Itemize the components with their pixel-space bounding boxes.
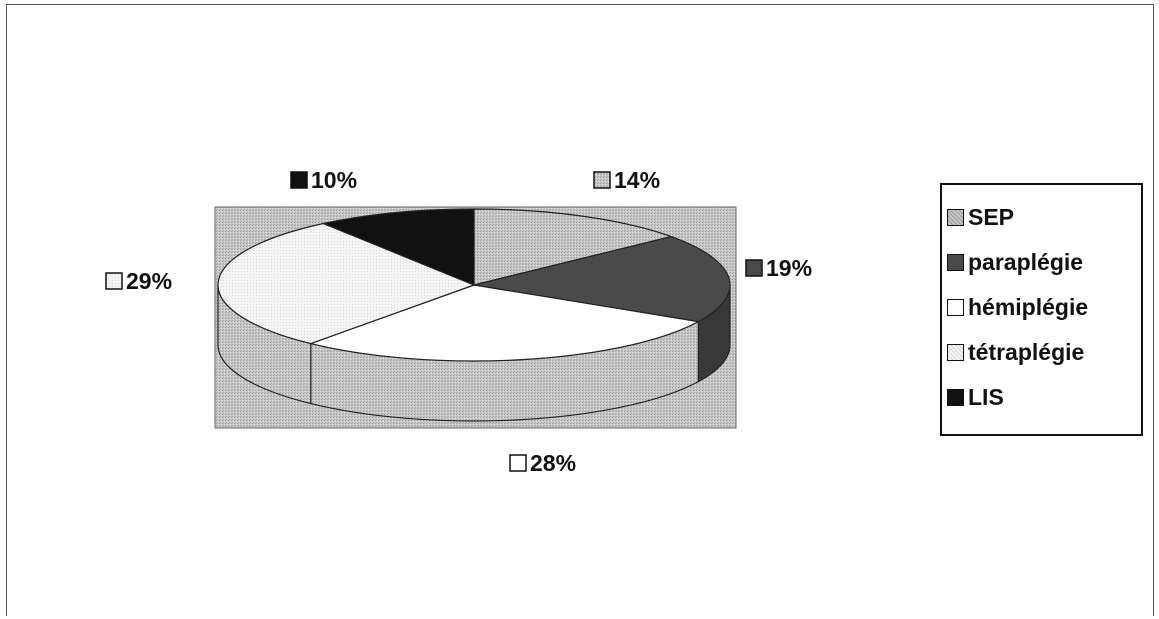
data-label-swatch-hemiplegie — [509, 454, 527, 472]
legend-swatch — [947, 299, 964, 316]
pie-slice-paraplegie — [473, 235, 731, 323]
data-label-lis: 10% — [311, 167, 357, 193]
pie-slice-sep — [473, 208, 674, 286]
legend-label: LIS — [968, 384, 1004, 410]
pie-slice-hemiplegie — [308, 284, 701, 362]
legend-label: paraplégie — [968, 249, 1084, 275]
data-label-tetraplegie: 29% — [126, 268, 172, 294]
legend-item-paraplegie: paraplégie — [942, 240, 1141, 285]
pie-slice-lis — [321, 208, 475, 286]
legend-item-tetraplegie: tétraplégie — [942, 330, 1141, 375]
legend-item-sep: SEP — [942, 195, 1141, 240]
legend-swatch — [947, 209, 964, 226]
data-label-swatch-paraplegie — [745, 259, 763, 277]
legend-label: hémiplégie — [968, 294, 1089, 320]
legend: SEP paraplégie hémiplégie tétraplégie LIS — [940, 183, 1143, 436]
legend-swatch — [947, 344, 964, 361]
data-label-hemiplegie: 28% — [530, 450, 576, 476]
data-label-paraplegie: 19% — [766, 255, 812, 281]
data-label-swatch-sep — [593, 171, 611, 189]
legend-item-hemiplegie: hémiplégie — [942, 285, 1141, 330]
legend-swatch — [947, 254, 964, 271]
data-label-swatch-lis — [290, 171, 308, 189]
data-label-swatch-tetraplegie — [105, 272, 123, 290]
data-label-sep: 14% — [614, 167, 660, 193]
legend-label: SEP — [968, 204, 1015, 230]
legend-label: tétraplégie — [968, 339, 1085, 365]
pie-slice-tetraplegie — [217, 222, 476, 345]
legend-swatch — [947, 389, 964, 406]
legend-item-lis: LIS — [942, 375, 1141, 420]
chart-frame — [6, 4, 1154, 616]
